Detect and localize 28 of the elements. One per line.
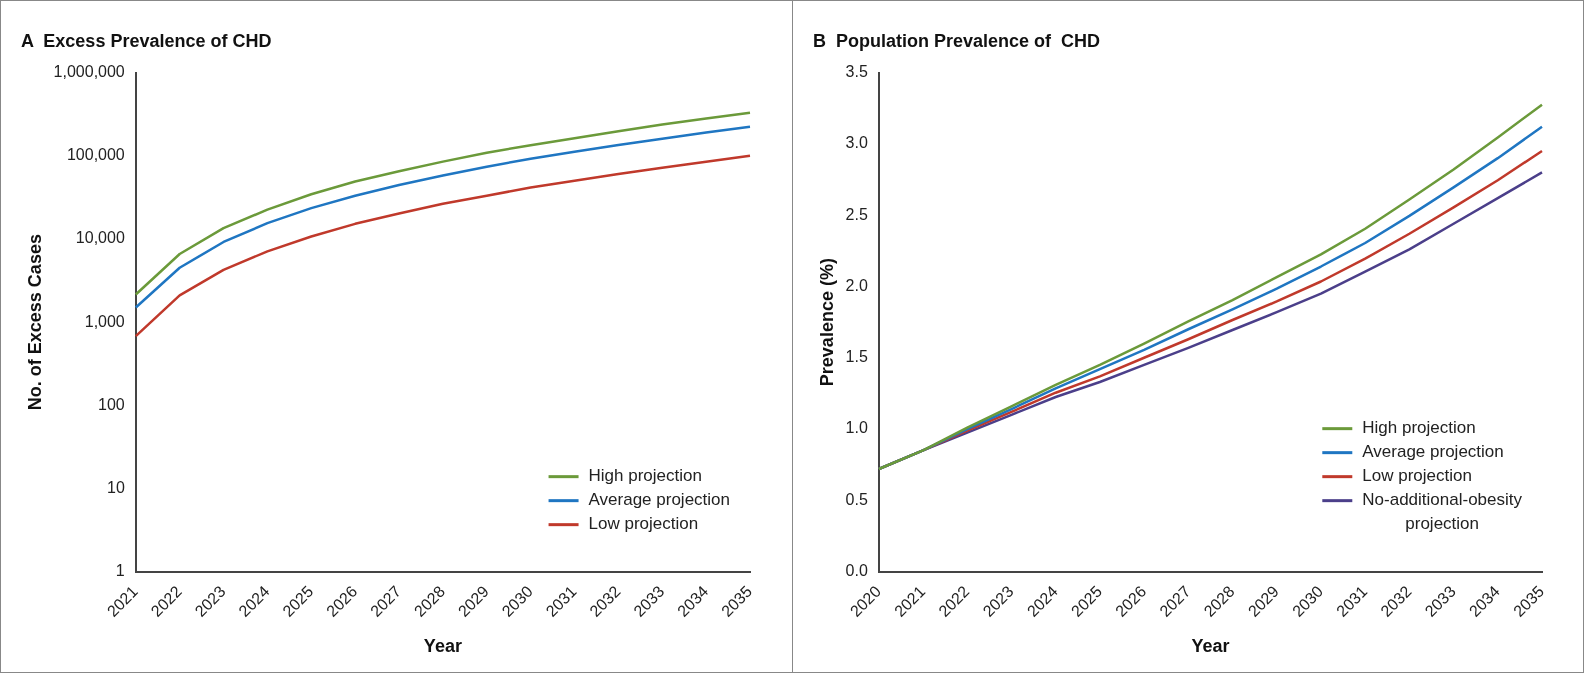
legend-label: High projection [1362,418,1476,438]
x-axis-title: Year [1191,636,1230,657]
y-tick-label: 1 [115,562,125,580]
y-tick-label: 100,000 [66,146,125,164]
chart-title: B Population Prevalence of CHD [813,30,1101,51]
legend-label: High projection [588,466,702,486]
legend-label: Low projection [588,514,699,534]
y-tick-label: 0.5 [845,490,868,508]
y-tick-label: 1,000,000 [53,63,125,81]
y-tick-label: 2.5 [845,205,868,223]
y-axis-title: Prevalence (%) [816,258,837,387]
legend-label: Low projection [1362,466,1472,486]
legend-label: Average projection [1362,442,1504,462]
y-axis-title: No. of Excess Cases [24,234,45,411]
legend-label: Average projection [588,490,731,510]
y-tick-label: 3.5 [845,63,868,81]
y-tick-label: 1.5 [845,348,868,366]
y-tick-label: 3.0 [845,134,868,152]
y-tick-label: 100 [98,395,125,413]
y-tick-label: 1,000 [84,312,125,330]
y-tick-label: 0.0 [845,562,868,580]
chart-title: A Excess Prevalence of CHD [21,30,272,51]
y-tick-label: 2.0 [845,276,868,294]
y-tick-label: 10,000 [75,229,125,247]
legend-label: No-additional-obesity projection [1362,490,1523,534]
y-tick-label: 1.0 [845,419,868,437]
x-axis-title: Year [423,636,462,657]
y-tick-label: 10 [106,478,125,496]
